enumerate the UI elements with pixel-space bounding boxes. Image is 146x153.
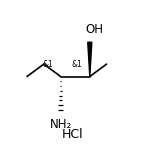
Text: HCl: HCl bbox=[62, 128, 84, 141]
Text: &1: &1 bbox=[71, 60, 82, 69]
Text: OH: OH bbox=[85, 23, 103, 36]
Polygon shape bbox=[88, 42, 92, 76]
Text: NH₂: NH₂ bbox=[49, 118, 72, 131]
Text: &1: &1 bbox=[42, 60, 53, 69]
